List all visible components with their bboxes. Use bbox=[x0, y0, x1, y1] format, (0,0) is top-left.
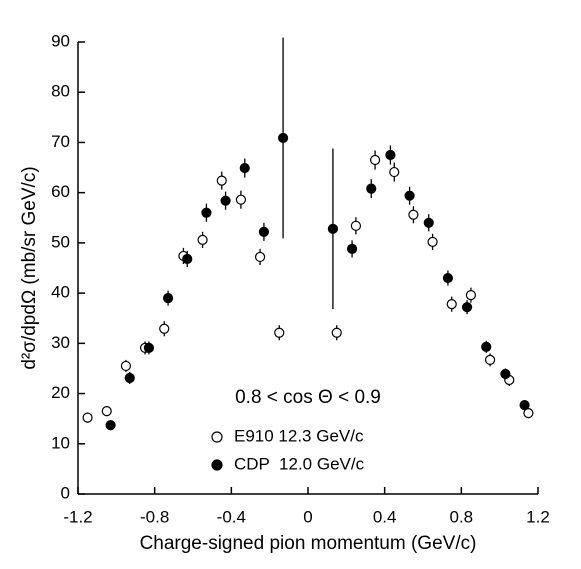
legend-label: E910 12.3 GeV/c bbox=[234, 426, 364, 445]
data-point bbox=[408, 209, 419, 220]
y-tick-label: 50 bbox=[51, 232, 70, 251]
data-point bbox=[442, 272, 454, 284]
annotation: 0.8 < cos Θ < 0.9 bbox=[235, 387, 381, 408]
data-point bbox=[105, 420, 116, 431]
y-tick-label: 90 bbox=[51, 31, 70, 50]
x-tick-label: 1.2 bbox=[526, 507, 550, 526]
data-point bbox=[239, 162, 250, 174]
data-point bbox=[197, 234, 208, 245]
data-point bbox=[465, 290, 477, 301]
y-tick-label: 80 bbox=[51, 82, 70, 101]
data-point bbox=[143, 342, 155, 353]
y-tick-label: 70 bbox=[51, 132, 70, 151]
data-point bbox=[346, 243, 358, 255]
data-point bbox=[389, 166, 400, 178]
data-point bbox=[331, 327, 342, 338]
x-tick-label: -0.8 bbox=[140, 507, 169, 526]
legend-label: CDP 12.0 GeV/c bbox=[234, 454, 365, 473]
y-tick-label: 30 bbox=[51, 333, 70, 352]
data-point bbox=[327, 223, 339, 234]
data-point bbox=[274, 327, 285, 338]
legend-marker bbox=[211, 459, 223, 471]
data-point bbox=[350, 220, 362, 231]
data-point bbox=[159, 323, 170, 334]
x-tick-label: 0.8 bbox=[450, 507, 474, 526]
x-tick-label: 0.4 bbox=[373, 507, 397, 526]
data-point bbox=[500, 368, 511, 380]
data-point bbox=[481, 341, 492, 352]
x-axis-label: Charge-signed pion momentum (GeV/c) bbox=[140, 533, 477, 554]
y-tick-label: 40 bbox=[51, 283, 70, 302]
data-point bbox=[162, 293, 174, 304]
data-point bbox=[369, 154, 381, 166]
data-point bbox=[101, 406, 112, 417]
data-point bbox=[277, 132, 289, 144]
data-point bbox=[423, 217, 434, 228]
data-point bbox=[404, 190, 415, 201]
data-point bbox=[216, 175, 227, 186]
legend-marker bbox=[211, 431, 223, 443]
x-tick-label: -0.4 bbox=[217, 507, 246, 526]
data-point bbox=[258, 226, 270, 237]
data-point bbox=[484, 354, 496, 366]
data-point bbox=[385, 149, 396, 161]
data-point bbox=[82, 412, 93, 423]
data-point bbox=[220, 195, 231, 206]
data-point bbox=[446, 299, 457, 310]
x-tick-label: -1.2 bbox=[63, 507, 92, 526]
x-tick-label: 0 bbox=[303, 507, 312, 526]
y-axis-label: d²σ/dpdΩ (mb/sr GeV/c) bbox=[19, 166, 40, 369]
y-tick-label: 20 bbox=[51, 383, 70, 402]
y-tick-label: 0 bbox=[61, 483, 70, 502]
data-point bbox=[461, 302, 473, 313]
data-point bbox=[523, 408, 534, 419]
y-tick-label: 10 bbox=[51, 433, 70, 452]
data-point bbox=[124, 372, 135, 384]
data-point bbox=[254, 251, 266, 263]
data-point bbox=[519, 400, 530, 411]
data-point bbox=[182, 253, 193, 265]
data-point bbox=[235, 194, 247, 205]
data-point bbox=[366, 183, 377, 194]
data-point bbox=[120, 360, 132, 372]
y-tick-label: 60 bbox=[51, 182, 70, 201]
data-point bbox=[201, 207, 212, 218]
data-point bbox=[427, 236, 438, 247]
